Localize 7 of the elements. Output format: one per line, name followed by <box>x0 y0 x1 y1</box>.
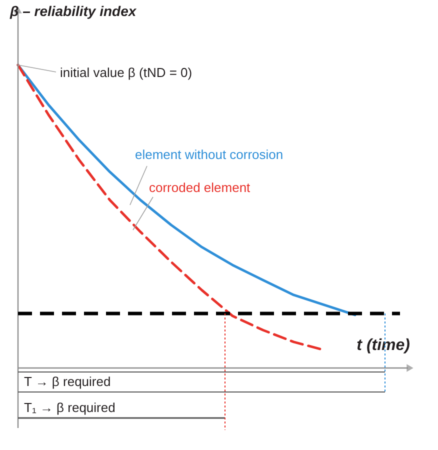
x-axis-title: t (time) <box>356 337 410 354</box>
text: corroded element <box>149 180 251 195</box>
annotation: initial value β (tND = 0) <box>60 65 192 80</box>
series-label: element without corrosion <box>135 147 284 162</box>
text: T₁ → β required <box>24 400 116 415</box>
y-axis-title: β – reliability index <box>9 3 138 19</box>
text: T → β required <box>24 374 111 389</box>
